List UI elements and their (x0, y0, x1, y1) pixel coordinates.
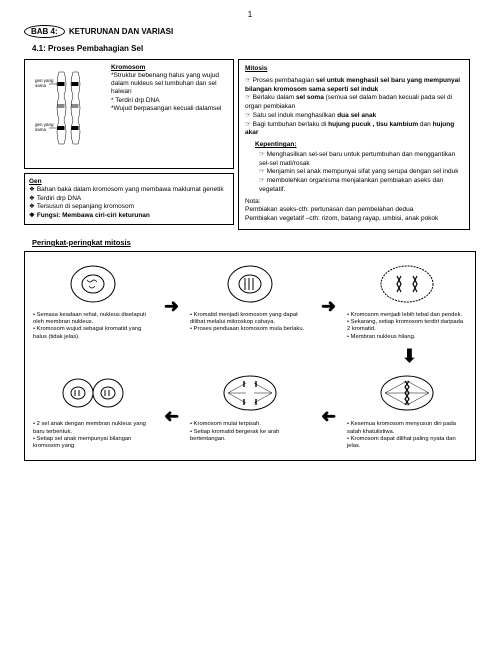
stage-3: Kromosom menjadi lebih tebal dan pendek.… (347, 258, 467, 341)
nota-label: Nota: (245, 198, 463, 207)
section-4-1: 4.1: Proses Pembahagian Sel (32, 44, 476, 53)
svg-text:sama: sama (35, 83, 47, 88)
arrow-icon: ➜ (321, 281, 336, 318)
mitosis-stages-diagram: Semasa keadaan rehat, nukleus diselaputi… (24, 251, 476, 461)
peringkat-heading: Peringkat-peringkat mitosis (32, 238, 476, 247)
arrow-icon: ➜ (321, 391, 336, 428)
stage-4: Kesemua kromosom menyusun diri pada sata… (347, 367, 467, 450)
stage-2: Kromatid menjadi kromosom yang dapat dil… (190, 258, 310, 334)
chapter-heading: BAB 4: KETURUNAN DAN VARIASI (24, 25, 476, 38)
kromosom-text: Kromosom *Struktur bebenang halus yang w… (111, 64, 229, 164)
chapter-title: KETURUNAN DAN VARIASI (69, 27, 173, 36)
chapter-prefix: BAB 4: (24, 25, 65, 38)
arrow-icon: ➜ (164, 391, 179, 428)
stage-1: Semasa keadaan rehat, nukleus diselaputi… (33, 258, 153, 341)
stage-6: 2 sel anak dengan membran nukleus yang b… (33, 367, 153, 450)
stage-5: Kromosom mulai terpisah.Setiap kromatid … (190, 367, 310, 443)
kromosom-box: gen yang sama gen yang sama Kromosom *St… (24, 59, 234, 169)
down-arrow-icon: ⬇ (402, 345, 417, 368)
gen-box: Gen Bahan baka dalam kromosom yang memba… (24, 173, 234, 225)
mitosis-box: Mitosis Proses pembahagian sel untuk men… (238, 59, 470, 230)
arrow-icon: ➜ (164, 281, 179, 318)
svg-text:sama: sama (35, 127, 47, 132)
chromosome-diagram: gen yang sama gen yang sama (29, 64, 107, 164)
page-number: 1 (24, 10, 476, 19)
